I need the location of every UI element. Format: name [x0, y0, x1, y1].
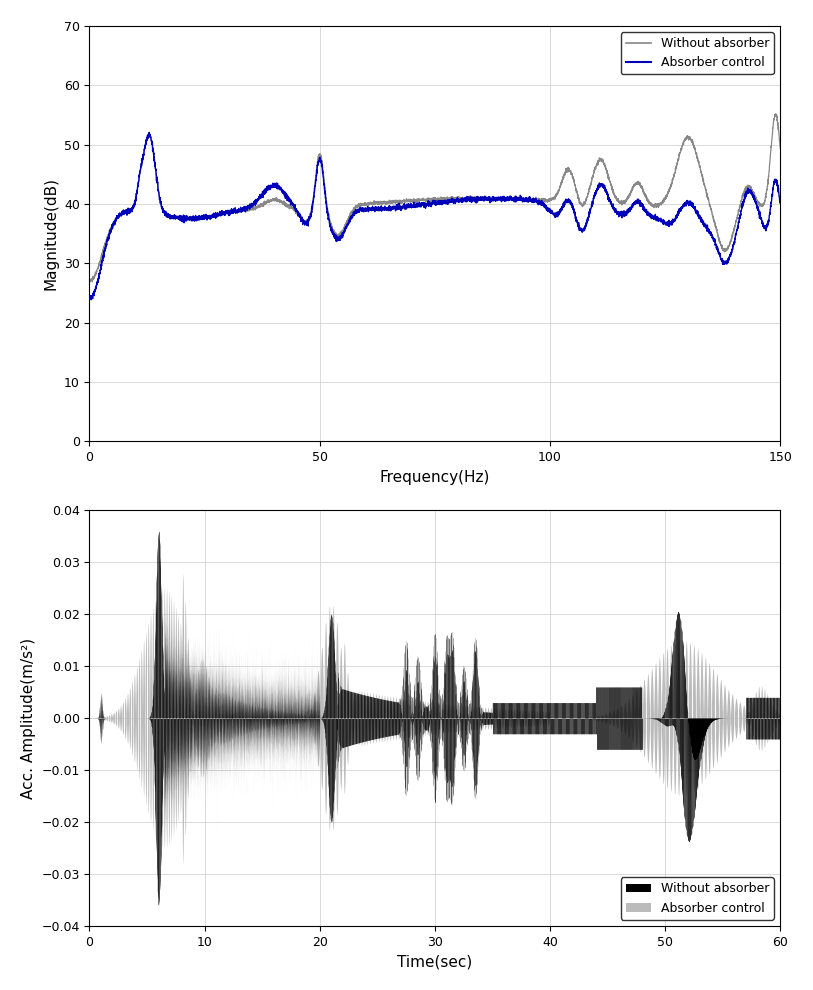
Absorber control — [499, 190, 509, 202]
Y-axis label: Acc. Amplitude(m/s²): Acc. Amplitude(m/s²) — [21, 638, 36, 799]
Without absorber — [85, 273, 94, 285]
Without absorber — [211, 208, 220, 220]
Absorber control — [653, 215, 663, 227]
X-axis label: Time(sec): Time(sec) — [398, 954, 472, 969]
Without absorber — [776, 143, 785, 154]
Line: Absorber control: Absorber control — [89, 133, 780, 300]
Without absorber — [499, 192, 509, 204]
Line: Without absorber: Without absorber — [89, 114, 780, 282]
Absorber control — [534, 195, 544, 207]
Without absorber — [534, 194, 544, 206]
Y-axis label: Magnitude(dB): Magnitude(dB) — [43, 177, 59, 290]
Without absorber — [771, 108, 780, 120]
X-axis label: Frequency(Hz): Frequency(Hz) — [380, 469, 490, 484]
Without absorber — [85, 276, 95, 288]
Legend: Without absorber, Absorber control: Without absorber, Absorber control — [620, 32, 774, 74]
Absorber control — [85, 291, 94, 303]
Absorber control — [600, 181, 610, 193]
Legend: Without absorber, Absorber control: Without absorber, Absorber control — [620, 877, 774, 920]
Without absorber — [600, 160, 610, 172]
Absorber control — [86, 294, 96, 306]
Without absorber — [653, 198, 663, 210]
Absorber control — [349, 208, 359, 220]
Absorber control — [144, 127, 154, 139]
Absorber control — [776, 197, 785, 209]
Without absorber — [349, 206, 359, 218]
Absorber control — [211, 210, 220, 222]
